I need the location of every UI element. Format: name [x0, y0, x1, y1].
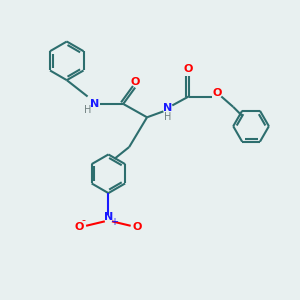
Text: -: -: [81, 215, 85, 225]
Text: O: O: [75, 222, 84, 232]
Text: N: N: [163, 103, 172, 113]
Text: H: H: [84, 105, 91, 115]
Text: H: H: [164, 112, 172, 122]
Text: O: O: [184, 64, 193, 74]
Text: O: O: [212, 88, 222, 98]
Text: N: N: [90, 99, 100, 109]
Text: O: O: [130, 76, 140, 87]
Text: +: +: [110, 217, 118, 227]
Text: O: O: [133, 222, 142, 232]
Text: N: N: [104, 212, 113, 222]
